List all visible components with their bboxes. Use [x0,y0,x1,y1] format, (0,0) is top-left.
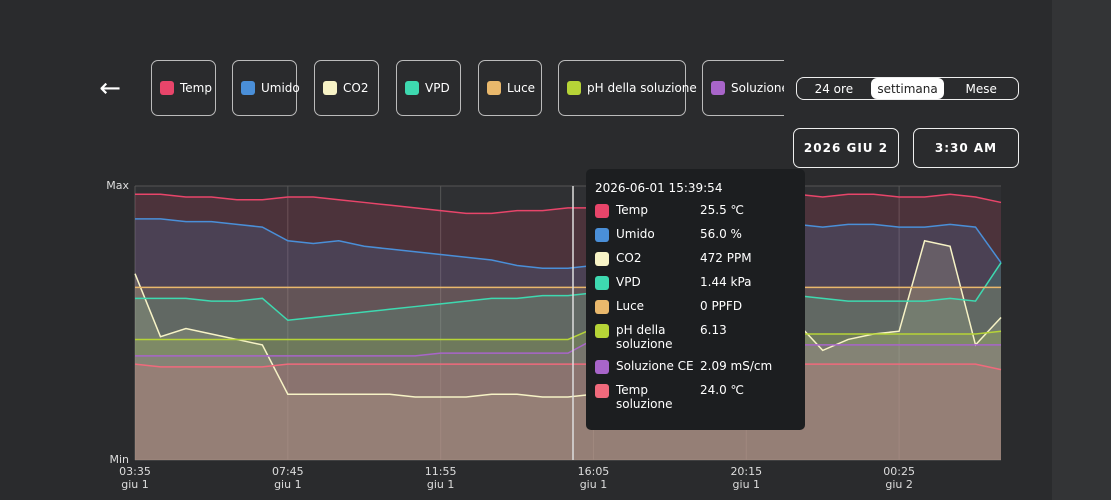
legend-label: VPD [425,81,450,95]
tooltip-row: CO2 472 PPM [595,251,796,267]
tooltip-value: 0 PPFD [700,299,743,313]
series-line [134,239,1002,398]
tooltip-row: Luce 0 PPFD [595,299,796,315]
series-line [135,327,1002,341]
date-button[interactable]: 2026 GIU 2 [793,128,899,168]
legend-swatch [405,81,419,95]
side-panel [1052,0,1111,500]
plot-background [135,186,1001,460]
legend-swatch [160,81,174,95]
legend-chip[interactable]: Temp [151,60,216,116]
tooltip-timestamp: 2026-06-01 15:39:54 [595,181,723,195]
series-line [135,193,1002,215]
tooltip-value: 24.0 ℃ [700,383,745,397]
tooltip-value: 472 PPM [700,251,752,265]
x-tick-label: 11:55 [425,465,457,478]
tooltip-swatch [595,360,609,374]
x-tick-label: 00:25 [883,465,915,478]
legend-chip[interactable]: VPD [396,60,461,116]
tooltip-label: VPD [616,275,641,289]
tooltip-value: 1.44 kPa [700,275,752,289]
legend-swatch [567,81,581,95]
legend-swatch [323,81,337,95]
x-tick-label: 20:15 [730,465,762,478]
y-tick-label: Min [109,453,129,466]
tooltip-label: CO2 [616,251,642,265]
x-tick-date: giu 1 [121,478,149,491]
tooltip-row: Soluzione CE 2.09 mS/cm [595,359,796,375]
time-button[interactable]: 3:30 AM [913,128,1019,168]
tooltip-swatch [595,204,609,218]
y-tick-label: Max [106,179,129,192]
x-tick-date: giu 1 [274,478,302,491]
tooltip-value: 2.09 mS/cm [700,359,773,373]
tooltip-label: Soluzione CE [616,359,694,373]
legend-swatch [241,81,255,95]
legend-chip[interactable]: pH della soluzione [558,60,697,116]
range-selector: 24 ore settimana Mese [796,77,1019,100]
legend-chips: Temp Umido CO2 VPD Luce pH della soluzione Sol… [151,60,784,118]
x-tick-label: 03:35 [119,465,151,478]
series-line [134,363,1002,371]
tooltip-swatch [595,324,609,338]
legend-swatch [487,81,501,95]
legend-label: Umido [261,81,300,95]
legend-label: CO2 [343,81,369,95]
x-tick-date: giu 1 [580,478,608,491]
tooltip-label: Temp [616,203,648,217]
tooltip-swatch [595,276,609,290]
legend-label: Soluzione CE [731,81,784,95]
x-tick-date: giu 1 [733,478,761,491]
back-arrow[interactable]: ← [99,74,121,104]
legend-label: pH della soluzione [587,81,697,95]
x-tick-label: 07:45 [272,465,304,478]
tooltip-row: Temp 25.5 ℃ [595,203,796,219]
tooltip-value: 56.0 % [700,227,742,241]
legend-chip[interactable]: Soluzione CE [702,60,784,116]
tooltip-row: pH della soluzione 6.13 [595,323,796,351]
legend-label: Luce [507,81,536,95]
tooltip-swatch [595,252,609,266]
x-tick-date: giu 2 [885,478,913,491]
series-line [135,218,1002,269]
tooltip-label: Luce [616,299,645,313]
range-option[interactable]: Mese [965,81,997,96]
tooltip-row: Umido 56.0 % [595,227,796,243]
tooltip-label: pH della soluzione [616,323,673,351]
series-line [135,338,1001,357]
x-tick-label: 16:05 [578,465,610,478]
range-option[interactable]: settimana [870,78,945,99]
tooltip-label: Temp soluzione [616,383,673,411]
tooltip-row: VPD 1.44 kPa [595,275,796,291]
legend-chip[interactable]: Luce [478,60,542,116]
legend-swatch [711,81,725,95]
tooltip-label: Umido [616,227,655,241]
x-tick-date: giu 1 [427,478,455,491]
tooltip-swatch [595,300,609,314]
legend-label: Temp [180,81,212,95]
tooltip: 2026-06-01 15:39:54 Temp 25.5 ℃ Umido 56.0 … [586,169,805,430]
tooltip-value: 25.5 ℃ [700,203,745,217]
tooltip-swatch [595,228,609,242]
range-option[interactable]: 24 ore [814,81,854,96]
series-line [135,262,1002,322]
series-area [135,364,1001,460]
tooltip-row: Temp soluzione 24.0 ℃ [595,383,796,411]
tooltip-value: 6.13 [700,323,727,337]
tooltip-swatch [595,384,609,398]
legend-chip[interactable]: CO2 [314,60,379,116]
legend-chip[interactable]: Umido [232,60,300,116]
